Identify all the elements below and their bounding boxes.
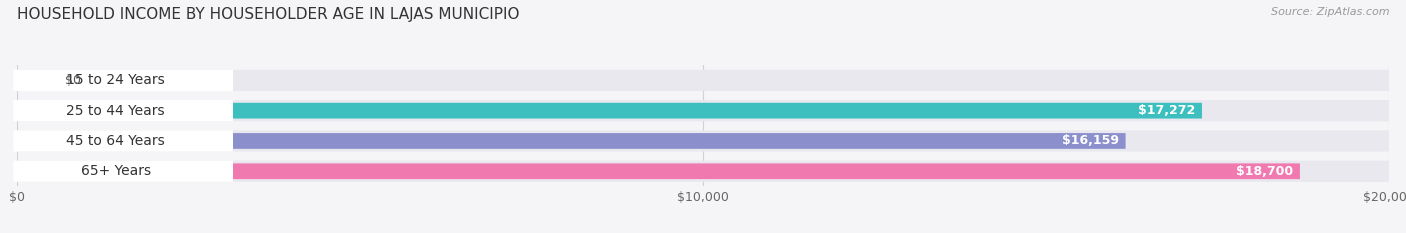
Text: 45 to 64 Years: 45 to 64 Years: [66, 134, 165, 148]
Text: Source: ZipAtlas.com: Source: ZipAtlas.com: [1271, 7, 1389, 17]
Text: 65+ Years: 65+ Years: [80, 164, 150, 178]
FancyBboxPatch shape: [17, 103, 1202, 119]
Text: $18,700: $18,700: [1236, 165, 1294, 178]
FancyBboxPatch shape: [17, 130, 1389, 152]
Text: HOUSEHOLD INCOME BY HOUSEHOLDER AGE IN LAJAS MUNICIPIO: HOUSEHOLD INCOME BY HOUSEHOLDER AGE IN L…: [17, 7, 519, 22]
Text: $16,159: $16,159: [1062, 134, 1119, 147]
Text: 15 to 24 Years: 15 to 24 Years: [66, 73, 165, 87]
FancyBboxPatch shape: [17, 133, 1126, 149]
FancyBboxPatch shape: [14, 100, 233, 121]
FancyBboxPatch shape: [17, 100, 1389, 121]
Text: 25 to 44 Years: 25 to 44 Years: [66, 104, 165, 118]
FancyBboxPatch shape: [17, 163, 1301, 179]
Text: $0: $0: [65, 74, 82, 87]
FancyBboxPatch shape: [17, 70, 1389, 91]
FancyBboxPatch shape: [14, 161, 233, 182]
FancyBboxPatch shape: [14, 70, 233, 91]
FancyBboxPatch shape: [17, 161, 1389, 182]
FancyBboxPatch shape: [14, 130, 233, 152]
Text: $17,272: $17,272: [1137, 104, 1195, 117]
FancyBboxPatch shape: [17, 72, 58, 88]
